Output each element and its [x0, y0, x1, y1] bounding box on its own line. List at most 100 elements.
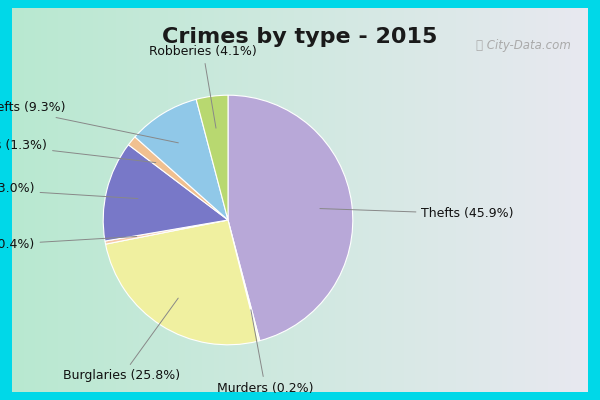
Bar	[548, 8, 553, 392]
Bar	[461, 8, 467, 392]
Bar	[29, 8, 35, 392]
Bar	[150, 8, 156, 392]
Bar	[427, 8, 433, 392]
Bar	[220, 8, 225, 392]
Bar	[519, 8, 524, 392]
Bar	[455, 8, 461, 392]
Bar	[502, 8, 508, 392]
Wedge shape	[106, 220, 258, 345]
Bar	[289, 8, 294, 392]
Bar	[398, 8, 404, 392]
Bar	[496, 8, 502, 392]
Bar	[352, 8, 358, 392]
Text: Robberies (4.1%): Robberies (4.1%)	[149, 45, 257, 128]
Bar	[340, 8, 346, 392]
Bar	[70, 8, 76, 392]
Bar	[12, 8, 18, 392]
Bar	[116, 8, 121, 392]
Wedge shape	[228, 95, 353, 341]
Bar	[450, 8, 455, 392]
Bar	[260, 8, 265, 392]
Bar	[271, 8, 277, 392]
Bar	[490, 8, 496, 392]
Bar	[127, 8, 133, 392]
Bar	[179, 8, 185, 392]
Bar	[191, 8, 196, 392]
Bar	[421, 8, 427, 392]
Bar	[185, 8, 191, 392]
Bar	[231, 8, 236, 392]
Bar	[208, 8, 214, 392]
Bar	[404, 8, 409, 392]
Bar	[92, 8, 98, 392]
Bar	[214, 8, 220, 392]
Bar	[87, 8, 92, 392]
Text: Auto thefts (9.3%): Auto thefts (9.3%)	[0, 101, 178, 143]
Bar	[364, 8, 369, 392]
Bar	[513, 8, 519, 392]
Bar	[311, 8, 317, 392]
Bar	[167, 8, 173, 392]
Bar	[553, 8, 559, 392]
Bar	[110, 8, 116, 392]
Bar	[52, 8, 58, 392]
Bar	[277, 8, 283, 392]
Bar	[254, 8, 260, 392]
Bar	[173, 8, 179, 392]
Bar	[473, 8, 479, 392]
Bar	[484, 8, 490, 392]
Bar	[283, 8, 289, 392]
Bar	[329, 8, 335, 392]
Wedge shape	[228, 220, 260, 341]
Bar	[582, 8, 588, 392]
Bar	[346, 8, 352, 392]
Bar	[530, 8, 536, 392]
Bar	[81, 8, 87, 392]
Bar	[524, 8, 530, 392]
Bar	[369, 8, 375, 392]
Text: Arson (0.4%): Arson (0.4%)	[0, 236, 137, 252]
Bar	[438, 8, 444, 392]
Wedge shape	[103, 145, 228, 241]
Text: ⓘ City-Data.com: ⓘ City-Data.com	[476, 39, 571, 52]
Text: Assaults (13.0%): Assaults (13.0%)	[0, 182, 138, 198]
Bar	[121, 8, 127, 392]
Bar	[323, 8, 329, 392]
Bar	[409, 8, 415, 392]
Bar	[433, 8, 438, 392]
Bar	[559, 8, 565, 392]
Text: Crimes by type - 2015: Crimes by type - 2015	[163, 27, 437, 47]
Bar	[392, 8, 398, 392]
Bar	[508, 8, 513, 392]
Wedge shape	[105, 220, 228, 244]
Bar	[565, 8, 571, 392]
Bar	[306, 8, 311, 392]
Bar	[58, 8, 64, 392]
Bar	[467, 8, 473, 392]
Bar	[444, 8, 450, 392]
Bar	[76, 8, 81, 392]
Bar	[248, 8, 254, 392]
Bar	[542, 8, 548, 392]
Bar	[242, 8, 248, 392]
Text: Thefts (45.9%): Thefts (45.9%)	[320, 207, 514, 220]
Bar	[225, 8, 231, 392]
Wedge shape	[135, 99, 228, 220]
Bar	[156, 8, 162, 392]
Bar	[375, 8, 380, 392]
Bar	[317, 8, 323, 392]
Bar	[577, 8, 582, 392]
Bar	[41, 8, 47, 392]
Bar	[265, 8, 271, 392]
Bar	[386, 8, 392, 392]
Bar	[358, 8, 364, 392]
Wedge shape	[196, 95, 228, 220]
Bar	[139, 8, 145, 392]
Bar	[571, 8, 577, 392]
Text: Burglaries (25.8%): Burglaries (25.8%)	[64, 298, 181, 382]
Bar	[479, 8, 484, 392]
Bar	[300, 8, 306, 392]
Wedge shape	[128, 137, 228, 220]
Bar	[104, 8, 110, 392]
Bar	[294, 8, 300, 392]
